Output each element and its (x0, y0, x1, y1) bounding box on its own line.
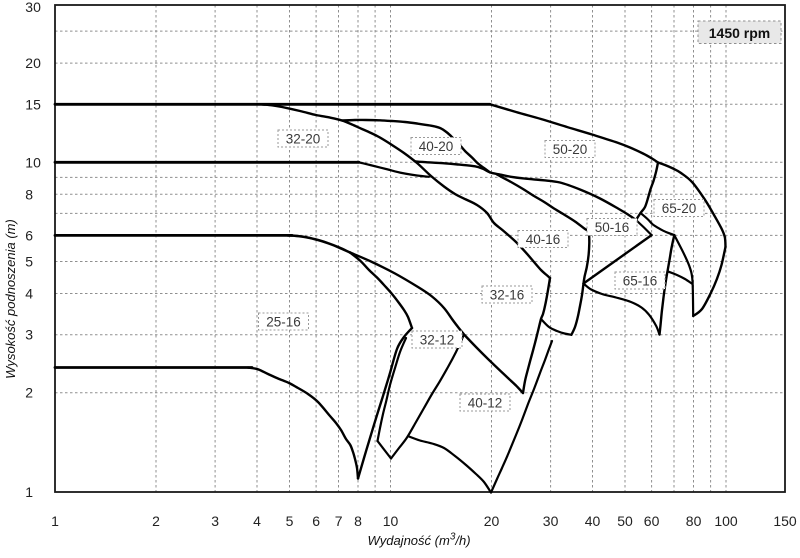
svg-text:50: 50 (617, 513, 633, 529)
svg-text:1: 1 (25, 484, 33, 500)
svg-text:15: 15 (25, 96, 41, 112)
svg-text:40-16: 40-16 (526, 232, 561, 247)
svg-text:5: 5 (286, 513, 294, 529)
svg-text:6: 6 (312, 513, 320, 529)
svg-text:2: 2 (152, 513, 160, 529)
svg-text:32-16: 32-16 (490, 288, 525, 303)
svg-text:40-12: 40-12 (468, 396, 503, 411)
svg-text:3: 3 (211, 513, 219, 529)
svg-text:60: 60 (644, 513, 660, 529)
svg-text:4: 4 (253, 513, 261, 529)
svg-text:4: 4 (25, 286, 33, 302)
svg-text:150: 150 (773, 513, 797, 529)
svg-text:3: 3 (25, 327, 33, 343)
svg-text:10: 10 (383, 513, 399, 529)
svg-text:25-16: 25-16 (266, 315, 301, 330)
svg-text:32-20: 32-20 (286, 132, 321, 147)
svg-text:Wydajność (m3/h): Wydajność (m3/h) (367, 531, 470, 548)
svg-text:50-20: 50-20 (553, 142, 588, 157)
svg-text:40: 40 (585, 513, 601, 529)
svg-text:20: 20 (484, 513, 500, 529)
svg-text:8: 8 (354, 513, 362, 529)
svg-text:7: 7 (335, 513, 343, 529)
svg-text:5: 5 (25, 254, 33, 270)
svg-text:65-16: 65-16 (623, 274, 658, 289)
svg-text:1: 1 (51, 513, 59, 529)
svg-text:Wysokość podnoszenia (m): Wysokość podnoszenia (m) (3, 219, 18, 379)
svg-text:30: 30 (25, 0, 41, 15)
svg-text:100: 100 (714, 513, 738, 529)
svg-text:1450 rpm: 1450 rpm (709, 25, 770, 41)
svg-text:65-20: 65-20 (662, 201, 697, 216)
svg-text:80: 80 (686, 513, 702, 529)
svg-text:30: 30 (543, 513, 559, 529)
svg-text:50-16: 50-16 (595, 220, 630, 235)
svg-text:6: 6 (25, 227, 33, 243)
svg-text:20: 20 (25, 55, 41, 71)
svg-text:10: 10 (25, 154, 41, 170)
svg-text:40-20: 40-20 (419, 139, 454, 154)
svg-text:8: 8 (25, 186, 33, 202)
svg-text:32-12: 32-12 (420, 333, 455, 348)
svg-text:2: 2 (25, 385, 33, 401)
